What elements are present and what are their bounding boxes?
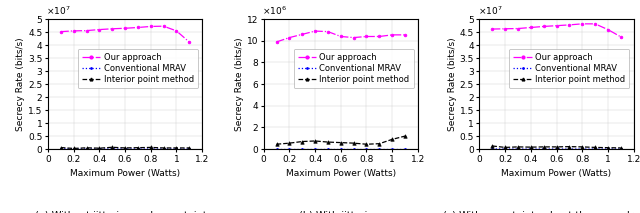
Title: (a) Without jittering and uncertainty.: (a) Without jittering and uncertainty. (35, 212, 214, 213)
X-axis label: Maximum Power (Watts): Maximum Power (Watts) (502, 169, 612, 178)
Text: $\times 10^{7}$: $\times 10^{7}$ (478, 4, 502, 17)
X-axis label: Maximum Power (Watts): Maximum Power (Watts) (285, 169, 396, 178)
Legend: Our approach, Conventional MRAV, Interior point method: Our approach, Conventional MRAV, Interio… (78, 49, 198, 88)
Y-axis label: Secrecy Rate (bits/s): Secrecy Rate (bits/s) (448, 37, 457, 131)
Text: $\times 10^{6}$: $\times 10^{6}$ (262, 4, 287, 17)
X-axis label: Maximum Power (Watts): Maximum Power (Watts) (70, 169, 180, 178)
Title: (b) With jittering.: (b) With jittering. (299, 212, 383, 213)
Text: $\times 10^{7}$: $\times 10^{7}$ (47, 4, 71, 17)
Legend: Our approach, Conventional MRAV, Interior point method: Our approach, Conventional MRAV, Interio… (509, 49, 629, 88)
Y-axis label: Secrecy Rate (bits/s): Secrecy Rate (bits/s) (235, 37, 244, 131)
Title: (c) With uncertainty about the eavesdropper's
      position.: (c) With uncertainty about the eavesdrop… (444, 212, 640, 213)
Y-axis label: Secrecy Rate (bits/s): Secrecy Rate (bits/s) (16, 37, 26, 131)
Legend: Our approach, Conventional MRAV, Interior point method: Our approach, Conventional MRAV, Interio… (294, 49, 413, 88)
